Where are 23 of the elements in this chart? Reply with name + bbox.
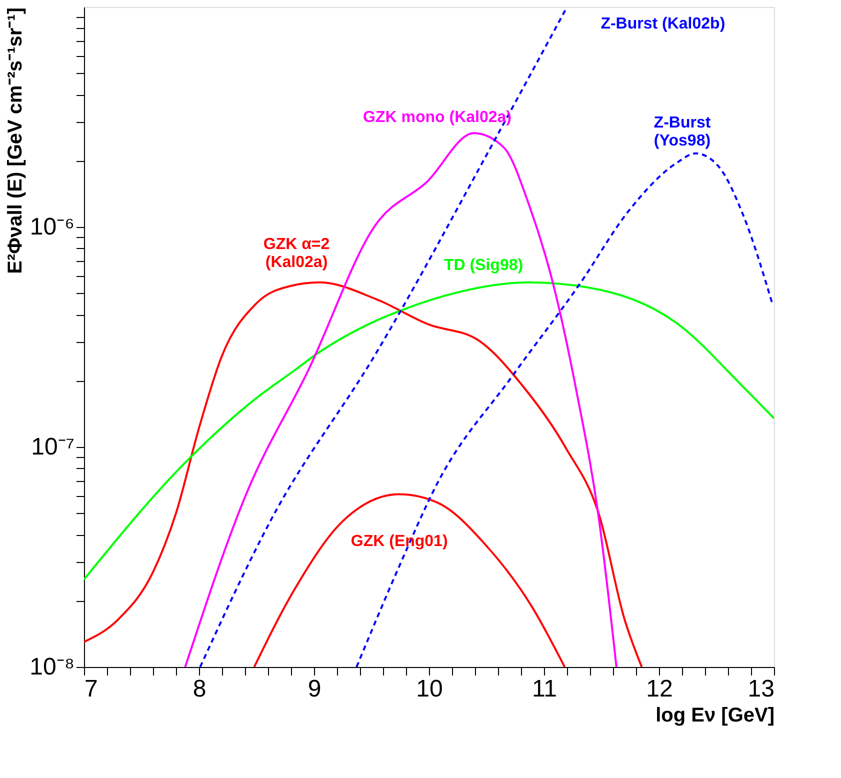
y-tick-label: 10⁻⁸: [30, 654, 74, 680]
x-tick-label: 10: [416, 676, 443, 702]
x-tick-label: 8: [192, 676, 206, 702]
x-tick-label: 13: [748, 676, 774, 702]
x-tick-label: 9: [308, 676, 322, 702]
annotation: TD (Sig98): [444, 257, 524, 274]
line-series: [184, 132, 618, 667]
y-tick-label: 10⁻⁶: [30, 214, 74, 240]
line-series: [199, 7, 568, 667]
line-series: [84, 281, 774, 580]
x-tick-label: 7: [84, 676, 98, 702]
annotation: GZK α=2 (Kal02a): [263, 236, 330, 271]
line-series: [253, 493, 566, 667]
x-tick-label: 12: [646, 676, 673, 702]
annotation: Z-Burst (Yos98): [654, 114, 712, 150]
x-tick-label: 11: [532, 676, 557, 702]
annotation: Z-Burst (Kal02b): [600, 16, 726, 32]
x-axis-title: log Eν [GeV]: [656, 704, 774, 726]
line-series: [84, 281, 643, 667]
y-axis-title: E²Φνall (E) [GeV cm⁻²s⁻¹sr⁻¹]: [4, 8, 27, 274]
y-tick-label: 10⁻⁷: [31, 434, 74, 460]
annotation: GZK (Eng01): [350, 532, 448, 550]
annotation: GZK mono (Kal02a): [363, 109, 512, 126]
